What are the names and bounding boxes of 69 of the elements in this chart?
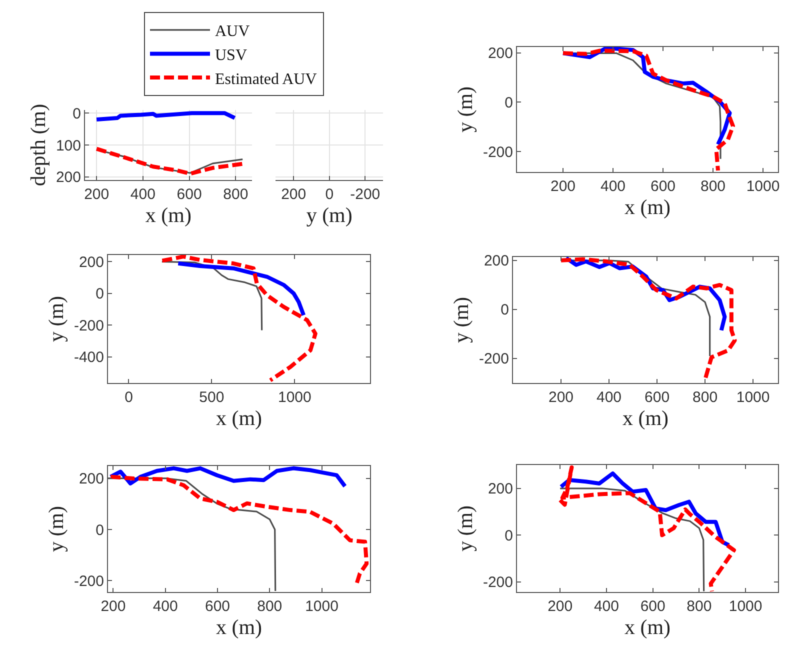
- y-tick-label: 100: [56, 137, 81, 154]
- x-tick-label: 500: [199, 389, 224, 406]
- y-tick-label: 200: [488, 45, 513, 62]
- x-tick-label: 400: [152, 598, 178, 615]
- y-tick-label: -400: [74, 349, 104, 366]
- legend-label: USV: [215, 46, 248, 64]
- x2-tick-label: -200: [350, 186, 380, 203]
- y-tick-label: 0: [72, 105, 81, 122]
- y-axis-title: y (m): [453, 505, 478, 552]
- x-tick-label: 600: [650, 178, 676, 195]
- x-tick-label: 1000: [728, 598, 762, 615]
- x-tick-label: 400: [594, 598, 619, 615]
- x-tick-label: 400: [600, 178, 626, 195]
- y-tick-label: 0: [96, 286, 104, 303]
- y-tick-label: -200: [478, 350, 509, 368]
- y-tick-label: 0: [500, 302, 509, 319]
- x-axis-title: x (m): [216, 406, 262, 430]
- x-tick-label: 400: [596, 389, 622, 406]
- x-tick-label: 800: [257, 598, 282, 615]
- y-tick-label: -200: [74, 317, 104, 334]
- y-axis-title: y (m): [449, 296, 474, 344]
- x-tick-label: 200: [550, 178, 576, 195]
- y-tick-label: 0: [504, 94, 513, 112]
- line-series: [161, 260, 263, 332]
- x2-axis-title: y (m): [306, 203, 352, 227]
- line-series: [160, 255, 318, 382]
- x-tick-label: 800: [700, 178, 726, 195]
- legend-label: Estimated AUV: [215, 70, 318, 88]
- x-axis-title: x (m): [145, 203, 192, 227]
- y-tick-label: 0: [504, 527, 513, 544]
- y-tick-label: 0: [96, 522, 104, 539]
- x-tick-label: 1000: [736, 389, 770, 406]
- x-tick-label: 800: [223, 186, 248, 203]
- x-tick-label: 600: [176, 186, 202, 203]
- x-tick-label: 0: [124, 389, 133, 406]
- x-tick-label: 1000: [305, 598, 338, 615]
- y-axis-title: y (m): [44, 506, 68, 552]
- y-axis-title: y (m): [453, 86, 478, 133]
- x-tick-label: 200: [548, 598, 573, 615]
- y-tick-label: -200: [482, 144, 513, 161]
- y-axis-title: depth (m): [26, 104, 50, 186]
- y-tick-label: 200: [78, 254, 104, 271]
- y-tick-label: 200: [78, 470, 104, 488]
- y-axis-title: y (m): [44, 296, 68, 342]
- x-axis-title: x (m): [624, 195, 671, 219]
- line-series: [108, 466, 347, 488]
- y-tick-label: 200: [488, 480, 513, 498]
- line-series: [558, 465, 736, 592]
- y-tick-label: -200: [74, 572, 104, 590]
- x-tick-label: 600: [644, 389, 670, 406]
- line-series: [108, 474, 369, 586]
- x-tick-label: 200: [548, 389, 574, 406]
- line-series: [561, 48, 735, 172]
- y-tick-label: 200: [484, 252, 509, 270]
- legend-label: AUV: [215, 23, 250, 40]
- x-tick-label: 800: [692, 389, 718, 406]
- x-tick-label: 600: [640, 598, 666, 615]
- x-tick-label: 600: [204, 598, 230, 615]
- line-series: [94, 111, 237, 122]
- x-tick-label: 1000: [278, 389, 312, 406]
- line-series: [559, 471, 731, 548]
- x-tick-label: 1000: [746, 178, 780, 195]
- x-tick-label: 400: [130, 186, 156, 203]
- x-tick-label: 800: [686, 598, 712, 615]
- x-axis-title: x (m): [624, 615, 671, 639]
- line-series: [176, 261, 306, 318]
- x-axis-title: x (m): [216, 615, 262, 639]
- y-tick-label: -200: [482, 574, 513, 592]
- x-axis-title: x (m): [622, 406, 669, 430]
